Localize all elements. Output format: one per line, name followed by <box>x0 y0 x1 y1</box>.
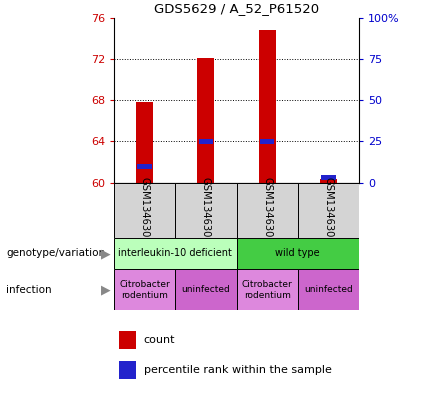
Bar <box>298 183 359 238</box>
Bar <box>237 238 359 269</box>
Bar <box>119 361 136 379</box>
Bar <box>199 139 213 144</box>
Text: GSM1346306: GSM1346306 <box>323 177 333 244</box>
Bar <box>114 269 175 310</box>
Bar <box>137 164 152 169</box>
Text: GSM1346307: GSM1346307 <box>262 177 272 244</box>
Text: Citrobacter
rodentium: Citrobacter rodentium <box>119 280 170 299</box>
Bar <box>258 30 276 183</box>
Bar <box>114 238 236 269</box>
Text: uninfected: uninfected <box>181 285 230 294</box>
Title: GDS5629 / A_52_P61520: GDS5629 / A_52_P61520 <box>154 2 319 15</box>
Text: Citrobacter
rodentium: Citrobacter rodentium <box>242 280 292 299</box>
Bar <box>136 102 153 183</box>
Bar <box>237 269 298 310</box>
Bar <box>237 183 298 238</box>
Text: count: count <box>144 335 175 345</box>
Text: ▶: ▶ <box>101 247 110 260</box>
Bar <box>175 269 237 310</box>
Bar <box>320 178 337 183</box>
Bar <box>321 176 336 180</box>
Text: interleukin-10 deficient: interleukin-10 deficient <box>118 248 232 259</box>
Bar <box>197 58 215 183</box>
Text: GSM1346308: GSM1346308 <box>201 177 211 244</box>
Text: GSM1346309: GSM1346309 <box>140 177 150 244</box>
Text: ▶: ▶ <box>101 283 110 296</box>
Text: uninfected: uninfected <box>304 285 353 294</box>
Bar <box>119 331 136 349</box>
Text: percentile rank within the sample: percentile rank within the sample <box>144 365 332 375</box>
Text: genotype/variation: genotype/variation <box>6 248 106 259</box>
Bar <box>175 183 237 238</box>
Text: infection: infection <box>6 285 52 295</box>
Text: wild type: wild type <box>276 248 320 259</box>
Bar <box>260 139 274 144</box>
Bar <box>114 183 175 238</box>
Bar <box>298 269 359 310</box>
